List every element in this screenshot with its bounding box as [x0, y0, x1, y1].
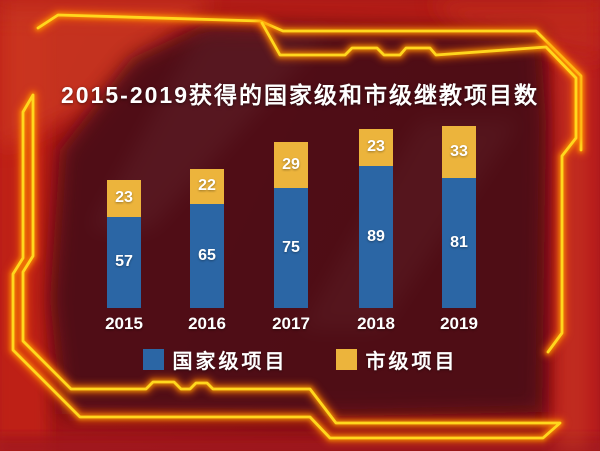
chart-legend: 国家级项目 市级项目 — [0, 345, 600, 374]
stacked-bar-2018: 23 89 — [359, 128, 393, 308]
bar-value-label: 65 — [198, 247, 216, 264]
stacked-bar-2016: 22 65 — [190, 168, 224, 308]
legend-label-municipal: 市级项目 — [365, 351, 458, 373]
bar-segment-national: 57 — [107, 216, 141, 308]
national-color-swatch — [142, 349, 164, 370]
bar-value-label: 75 — [282, 239, 300, 256]
legend-label-national: 国家级项目 — [172, 351, 288, 373]
bar-value-label: 57 — [115, 253, 133, 271]
bar-segment-municipal: 29 — [274, 141, 308, 188]
bar-segment-national: 81 — [442, 178, 476, 308]
bar-segment-municipal: 23 — [359, 128, 393, 166]
x-axis-label-2016: 2016 — [188, 314, 226, 333]
x-axis-label-2017: 2017 — [272, 314, 310, 333]
bar-value-label: 33 — [450, 143, 468, 160]
bar-value-label: 23 — [115, 189, 133, 207]
legend-item-municipal: 市级项目 — [335, 345, 458, 374]
bar-segment-national: 89 — [359, 165, 393, 308]
x-axis-label-2015: 2015 — [105, 314, 143, 333]
x-axis-label-2019: 2019 — [440, 314, 478, 333]
bar-segment-national: 65 — [190, 204, 224, 308]
bar-value-label: 22 — [198, 177, 216, 195]
x-axis-label-2018: 2018 — [357, 314, 395, 333]
legend-item-national: 国家级项目 — [142, 345, 288, 374]
bar-value-label: 81 — [450, 234, 468, 252]
bar-value-label: 29 — [282, 155, 300, 173]
bar-segment-municipal: 22 — [190, 168, 224, 204]
stacked-bar-2017: 29 75 — [274, 141, 308, 308]
panel-sheens — [90, 30, 330, 230]
municipal-color-swatch — [335, 349, 357, 370]
stacked-bar-2015: 23 57 — [107, 180, 141, 308]
bar-value-label: 23 — [367, 138, 385, 156]
bar-segment-national: 75 — [274, 188, 308, 308]
bar-segment-municipal: 33 — [442, 125, 476, 179]
bar-value-label: 89 — [367, 227, 385, 245]
stacked-bar-2019: 33 81 — [442, 125, 476, 308]
bar-segment-municipal: 23 — [107, 180, 141, 217]
chart-title: 2015-2019获得的国家级和市级继教项目数 — [61, 82, 539, 108]
